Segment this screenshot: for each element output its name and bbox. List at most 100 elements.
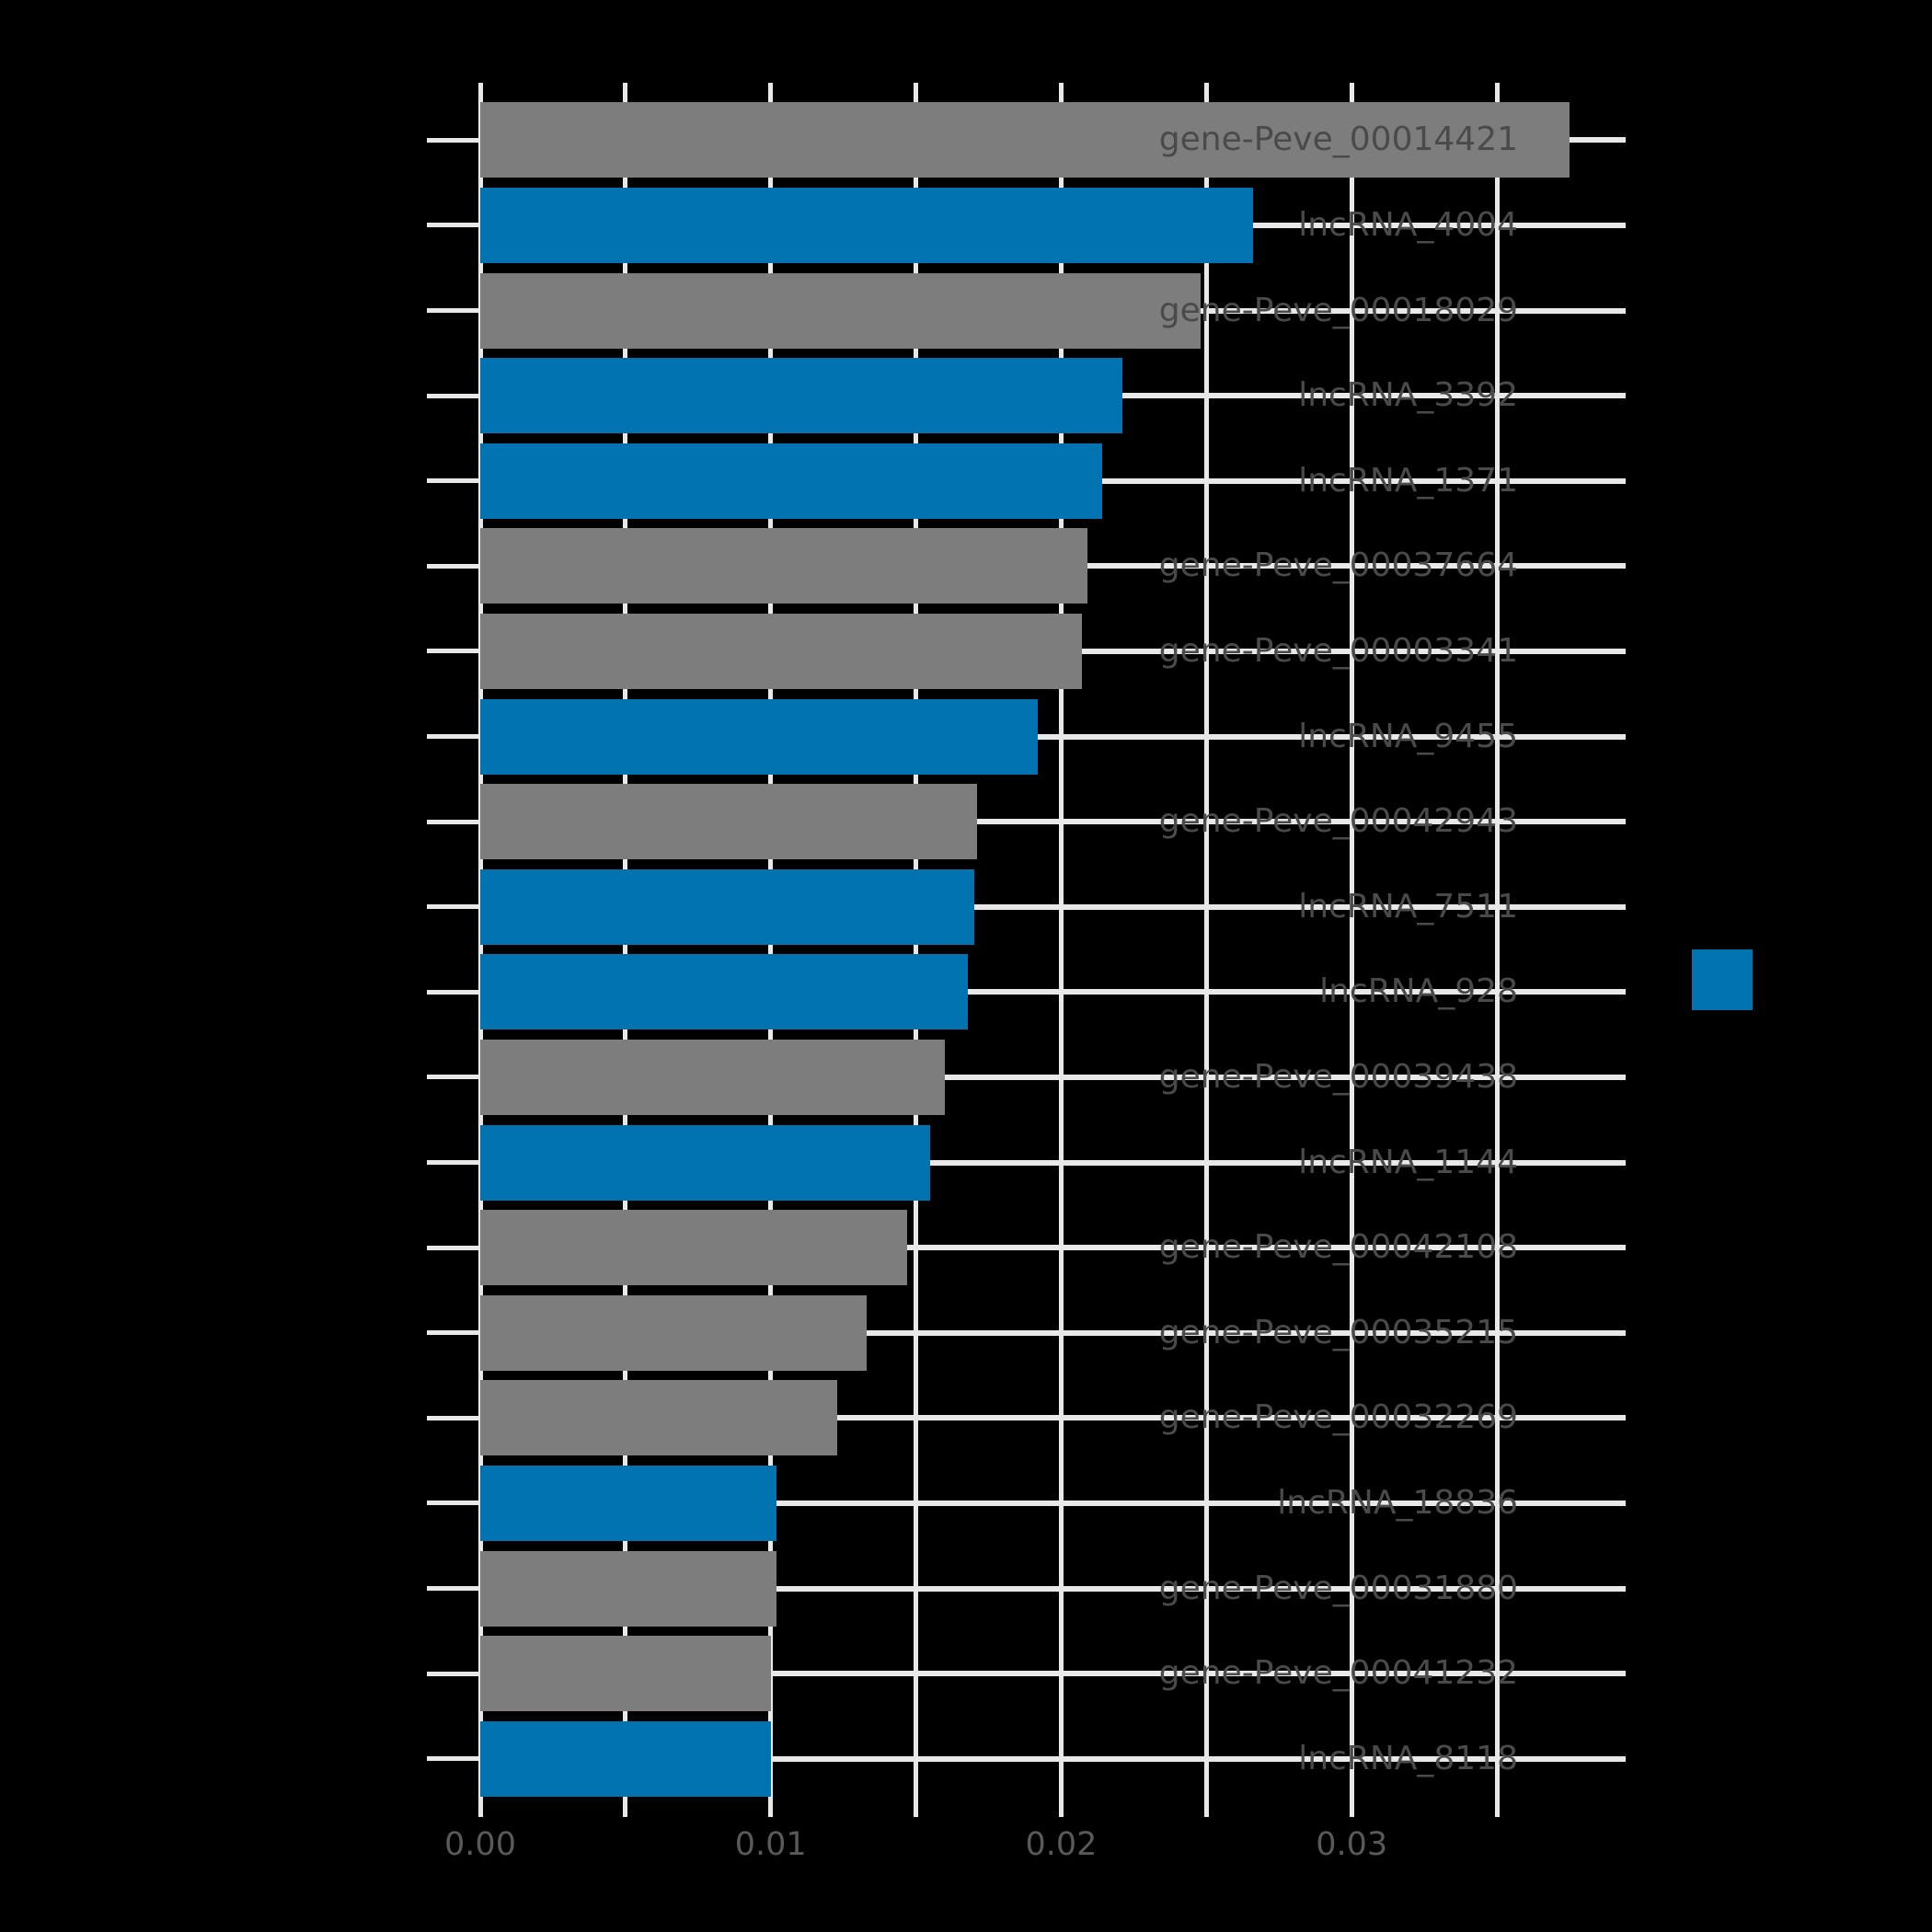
x-gridline bbox=[623, 98, 628, 1801]
y-axis-label: gene-Peve_00041232 bbox=[1158, 1654, 1518, 1693]
bar-gene bbox=[480, 1210, 908, 1286]
bar-lncRNA bbox=[480, 1720, 771, 1797]
y-axis-tick bbox=[427, 393, 480, 398]
x-axis-top-tick bbox=[1058, 83, 1064, 98]
y-axis-tick bbox=[427, 649, 480, 654]
x-axis-bottom-tick bbox=[768, 1801, 774, 1817]
y-gridline bbox=[480, 1671, 1626, 1677]
y-axis-tick bbox=[427, 563, 480, 569]
y-axis-label: lncRNA_18836 bbox=[1277, 1483, 1518, 1522]
x-axis-bottom-tick bbox=[1058, 1801, 1064, 1817]
x-gridline bbox=[768, 98, 774, 1801]
y-axis-tick bbox=[427, 819, 480, 824]
x-axis-tick-label: 0.03 bbox=[1316, 1826, 1388, 1863]
bar-gene bbox=[480, 613, 1082, 689]
x-axis-tick-label: 0.02 bbox=[1025, 1826, 1098, 1863]
x-axis-top-tick bbox=[1494, 83, 1500, 98]
bar-gene bbox=[480, 1636, 771, 1712]
y-axis-tick bbox=[427, 1671, 480, 1676]
y-gridline bbox=[480, 733, 1626, 740]
x-axis-tick-label: 0.01 bbox=[734, 1826, 807, 1863]
bar-gene bbox=[480, 272, 1202, 349]
y-axis-tick bbox=[427, 223, 480, 228]
bar-gene bbox=[480, 1380, 838, 1456]
y-axis-label: lncRNA_3392 bbox=[1298, 376, 1518, 415]
x-axis-bottom-tick bbox=[623, 1801, 628, 1817]
bar-lncRNA bbox=[480, 698, 1039, 775]
x-axis-tick-label: 0.00 bbox=[444, 1826, 516, 1863]
y-gridline bbox=[480, 903, 1626, 910]
y-axis-label: lncRNA_4004 bbox=[1298, 205, 1518, 244]
x-axis-top-tick bbox=[914, 83, 919, 98]
y-axis-label: gene-Peve_00042943 bbox=[1158, 802, 1518, 841]
bar-lncRNA bbox=[480, 358, 1122, 434]
bar-lncRNA bbox=[480, 443, 1102, 519]
bar-gene bbox=[480, 1550, 777, 1627]
x-gridline bbox=[1058, 98, 1064, 1801]
x-axis-top-tick bbox=[1349, 83, 1354, 98]
y-gridline bbox=[480, 819, 1626, 825]
y-gridline bbox=[480, 1415, 1626, 1421]
plot-area bbox=[477, 98, 1626, 1801]
y-axis-tick bbox=[427, 904, 480, 910]
y-axis-label: gene-Peve_00032269 bbox=[1158, 1398, 1518, 1437]
y-axis-tick bbox=[427, 734, 480, 739]
y-axis-label: gene-Peve_00035215 bbox=[1158, 1313, 1518, 1351]
y-gridline bbox=[480, 1245, 1626, 1251]
bar-gene bbox=[480, 784, 977, 860]
y-axis-tick bbox=[427, 1075, 480, 1080]
bar-lncRNA bbox=[480, 954, 969, 1030]
y-gridline bbox=[480, 1585, 1626, 1592]
y-axis-label: gene-Peve_00037664 bbox=[1158, 546, 1518, 585]
y-axis-label: gene-Peve_00014421 bbox=[1158, 121, 1518, 159]
y-axis-tick bbox=[427, 1330, 480, 1336]
x-gridline bbox=[1349, 98, 1354, 1801]
bar-gene bbox=[480, 528, 1087, 604]
y-axis-tick bbox=[427, 1160, 480, 1165]
bar-lncRNA bbox=[480, 1124, 931, 1201]
y-gridline bbox=[480, 1329, 1626, 1336]
y-axis-tick bbox=[427, 478, 480, 484]
bar-lncRNA bbox=[480, 868, 974, 945]
y-axis-tick bbox=[427, 989, 480, 995]
bar-gene bbox=[480, 1294, 867, 1371]
y-axis-label: lncRNA_928 bbox=[1319, 972, 1518, 1011]
legend-swatch-lncrna bbox=[1692, 949, 1753, 1010]
x-gridline bbox=[914, 98, 919, 1801]
x-gridline bbox=[1203, 98, 1209, 1801]
y-axis-tick bbox=[427, 1756, 480, 1762]
y-axis-tick bbox=[427, 308, 480, 313]
y-axis-label: lncRNA_9455 bbox=[1298, 717, 1518, 755]
x-axis-top-tick bbox=[768, 83, 774, 98]
bar-gene bbox=[480, 1039, 946, 1115]
x-axis-bottom-tick bbox=[1349, 1801, 1354, 1817]
y-axis-label: lncRNA_8118 bbox=[1298, 1739, 1518, 1777]
y-gridline bbox=[480, 989, 1626, 995]
y-axis-tick bbox=[427, 1245, 480, 1250]
y-axis-label: gene-Peve_00039438 bbox=[1158, 1057, 1518, 1096]
y-axis-tick bbox=[427, 1586, 480, 1591]
y-axis-tick bbox=[427, 1415, 480, 1420]
y-gridline bbox=[480, 1074, 1626, 1080]
x-axis-bottom-tick bbox=[477, 1801, 483, 1817]
x-axis-bottom-tick bbox=[1203, 1801, 1209, 1817]
x-axis-top-tick bbox=[1203, 83, 1209, 98]
y-axis-label: gene-Peve_00031880 bbox=[1158, 1569, 1518, 1607]
bar-lncRNA bbox=[480, 187, 1253, 263]
y-axis-label: lncRNA_1144 bbox=[1298, 1143, 1518, 1181]
y-axis-label: lncRNA_7511 bbox=[1298, 887, 1518, 926]
y-axis-tick bbox=[427, 137, 480, 143]
bar-gene bbox=[480, 102, 1570, 178]
x-axis-bottom-tick bbox=[914, 1801, 919, 1817]
x-gridline bbox=[477, 98, 483, 1801]
y-axis-tick bbox=[427, 1501, 480, 1506]
y-axis-label: gene-Peve_00003341 bbox=[1158, 631, 1518, 670]
x-axis-top-tick bbox=[477, 83, 483, 98]
x-axis-top-tick bbox=[623, 83, 628, 98]
y-gridline bbox=[480, 1500, 1626, 1506]
x-gridline bbox=[1494, 98, 1500, 1801]
y-axis-label: lncRNA_1371 bbox=[1298, 461, 1518, 500]
y-axis-label: gene-Peve_00018029 bbox=[1158, 291, 1518, 329]
bar-lncRNA bbox=[480, 1465, 777, 1541]
